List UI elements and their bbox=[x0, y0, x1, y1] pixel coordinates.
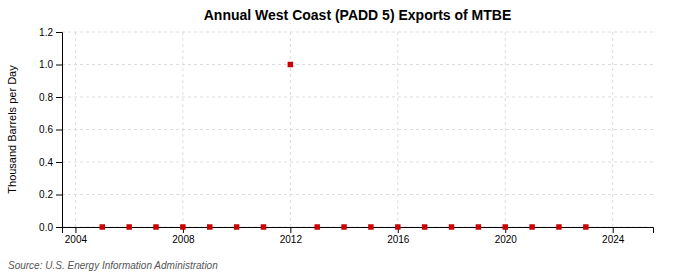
grid-line bbox=[75, 32, 76, 227]
tick-label: 0.4 bbox=[39, 157, 53, 168]
tick-mark bbox=[56, 195, 62, 196]
point bbox=[368, 224, 373, 229]
point bbox=[314, 224, 319, 229]
tick-mark bbox=[75, 227, 76, 233]
point bbox=[476, 224, 481, 229]
x-axis: 2004 2008 2012 2016 2020 2024 bbox=[63, 227, 654, 245]
chart-svg: 2004 2008 2012 2016 2020 2024 0.0 0.2 0.4 0.6 0.8 1… bbox=[0, 0, 675, 275]
grid bbox=[62, 32, 653, 227]
tick-label: 0.2 bbox=[39, 189, 53, 200]
tick-mark bbox=[56, 130, 62, 131]
tick: 0.8 bbox=[39, 92, 62, 103]
tick-mark bbox=[56, 32, 62, 33]
grid-line bbox=[62, 64, 653, 65]
point bbox=[153, 224, 158, 229]
point bbox=[288, 62, 293, 67]
point bbox=[449, 224, 454, 229]
tick: 0.2 bbox=[39, 189, 62, 200]
tick-label: 2012 bbox=[280, 234, 303, 245]
tick-label: 0.6 bbox=[39, 124, 53, 135]
grid-line bbox=[505, 32, 506, 227]
point bbox=[583, 224, 588, 229]
y-axis: 0.0 0.2 0.4 0.6 0.8 1.0 1.2 bbox=[39, 27, 62, 233]
grid-line bbox=[62, 194, 653, 195]
tick: 0.6 bbox=[39, 124, 62, 135]
axis-line bbox=[63, 228, 654, 234]
point bbox=[422, 224, 427, 229]
chart-container: 2004 2008 2012 2016 2020 2024 0.0 0.2 0.4 0.6 0.8 1… bbox=[0, 0, 675, 275]
grid-line bbox=[397, 32, 398, 227]
tick-mark bbox=[56, 97, 62, 98]
grid-line bbox=[182, 32, 183, 227]
grid-line bbox=[612, 32, 613, 227]
tick-label: 2004 bbox=[65, 234, 88, 245]
title: Annual West Coast (PADD 5) Exports of MT… bbox=[204, 7, 512, 23]
tick-mark bbox=[56, 162, 62, 163]
point bbox=[529, 224, 534, 229]
tick-label: 0.8 bbox=[39, 92, 53, 103]
point bbox=[207, 224, 212, 229]
point bbox=[395, 224, 400, 229]
axis-line bbox=[56, 33, 63, 228]
tick-label: 2020 bbox=[495, 234, 518, 245]
grid-line bbox=[290, 32, 291, 227]
point bbox=[100, 224, 105, 229]
plot-area: 2004 2008 2012 2016 2020 2024 0.0 0.2 0.4 0.6 0.8 1… bbox=[39, 27, 653, 245]
tick-label: 2024 bbox=[602, 234, 625, 245]
point bbox=[556, 224, 561, 229]
point bbox=[180, 224, 185, 229]
points bbox=[100, 62, 589, 230]
tick: 2004 bbox=[65, 227, 88, 245]
point bbox=[503, 224, 508, 229]
tick-mark bbox=[56, 65, 62, 66]
tick-label: 0.0 bbox=[39, 222, 53, 233]
y-axis-label: Thousand Barrels per Day bbox=[6, 65, 18, 194]
point bbox=[126, 224, 131, 229]
tick-label: 2008 bbox=[172, 234, 195, 245]
tick: 1.2 bbox=[39, 27, 62, 38]
tick-label: 1.2 bbox=[39, 27, 53, 38]
tick-label: 1.0 bbox=[39, 59, 53, 70]
tick: 2024 bbox=[602, 227, 625, 245]
point bbox=[341, 224, 346, 229]
point bbox=[234, 224, 239, 229]
grid-line bbox=[62, 129, 653, 130]
point bbox=[261, 224, 266, 229]
grid-line bbox=[62, 32, 653, 33]
tick-mark bbox=[56, 227, 62, 228]
tick-mark bbox=[613, 227, 614, 233]
grid-line bbox=[62, 97, 653, 98]
tick-label: 2016 bbox=[387, 234, 410, 245]
tick: 0.0 bbox=[39, 222, 62, 233]
tick: 2012 bbox=[280, 227, 303, 245]
annotation: Source: U.S. Energy Information Administ… bbox=[8, 260, 218, 271]
grid-line bbox=[62, 162, 653, 163]
tick: 0.4 bbox=[39, 157, 62, 168]
tick-mark bbox=[290, 227, 291, 233]
tick: 1.0 bbox=[39, 59, 62, 70]
